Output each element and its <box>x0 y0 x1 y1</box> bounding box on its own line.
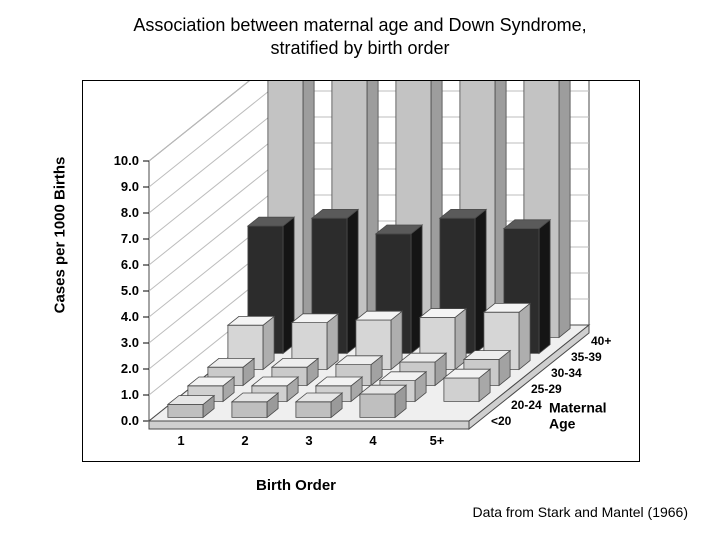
age-label: 30-34 <box>551 366 582 380</box>
y-tick-label: 7.0 <box>121 231 139 246</box>
y-axis-title: Cases per 1000 Births <box>52 157 69 314</box>
x-tick-label: 2 <box>241 433 248 448</box>
title-line-1: Association between maternal age and Dow… <box>133 15 586 35</box>
bar-front <box>444 378 479 401</box>
bar-side <box>519 303 530 369</box>
x-tick-label: 5+ <box>430 433 445 448</box>
bar-front <box>168 404 203 417</box>
x-tick-label: 3 <box>305 433 312 448</box>
bar-side <box>391 311 402 369</box>
age-label: 20-24 <box>511 398 542 412</box>
y-tick-label: 10.0 <box>114 153 139 168</box>
y-tick-label: 0.0 <box>121 413 139 428</box>
y-tick-label: 8.0 <box>121 205 139 220</box>
x-axis-title: Birth Order <box>256 477 336 494</box>
x-tick-label: 4 <box>369 433 377 448</box>
age-label: <20 <box>491 414 512 428</box>
age-label: 40+ <box>591 334 611 348</box>
bar-side <box>539 220 550 354</box>
age-label: 35-39 <box>571 350 602 364</box>
y-tick-label: 1.0 <box>121 387 139 402</box>
y-tick-label: 3.0 <box>121 335 139 350</box>
y-tick-label: 9.0 <box>121 179 139 194</box>
chart-caption: Data from Stark and Mantel (1966) <box>472 504 688 520</box>
bar-front <box>232 402 267 418</box>
bar-front <box>296 402 331 418</box>
depth-axis-title-2: Age <box>549 416 576 432</box>
bar-side <box>559 81 570 337</box>
title-line-2: stratified by birth order <box>270 38 449 58</box>
y-tick-label: 5.0 <box>121 283 139 298</box>
chart-title: Association between maternal age and Dow… <box>0 14 720 59</box>
chart-svg: 0.0 1.0 2.0 3.0 4.0 5.0 6.0 7.0 8.0 9.0 10.0 1 2 3 4 5+… <box>83 81 639 461</box>
depth-axis-title-1: Maternal <box>549 400 607 416</box>
bar-front <box>360 394 395 417</box>
y-tick-label: 4.0 <box>121 309 139 324</box>
y-tick-label: 6.0 <box>121 257 139 272</box>
chart-container: 0.0 1.0 2.0 3.0 4.0 5.0 6.0 7.0 8.0 9.0 10.0 1 2 3 4 5+… <box>82 80 640 462</box>
bar-side <box>327 314 338 370</box>
floor-front <box>149 421 469 429</box>
age-label: 25-29 <box>531 382 562 396</box>
y-tick-label: 2.0 <box>121 361 139 376</box>
x-tick-label: 1 <box>177 433 184 448</box>
